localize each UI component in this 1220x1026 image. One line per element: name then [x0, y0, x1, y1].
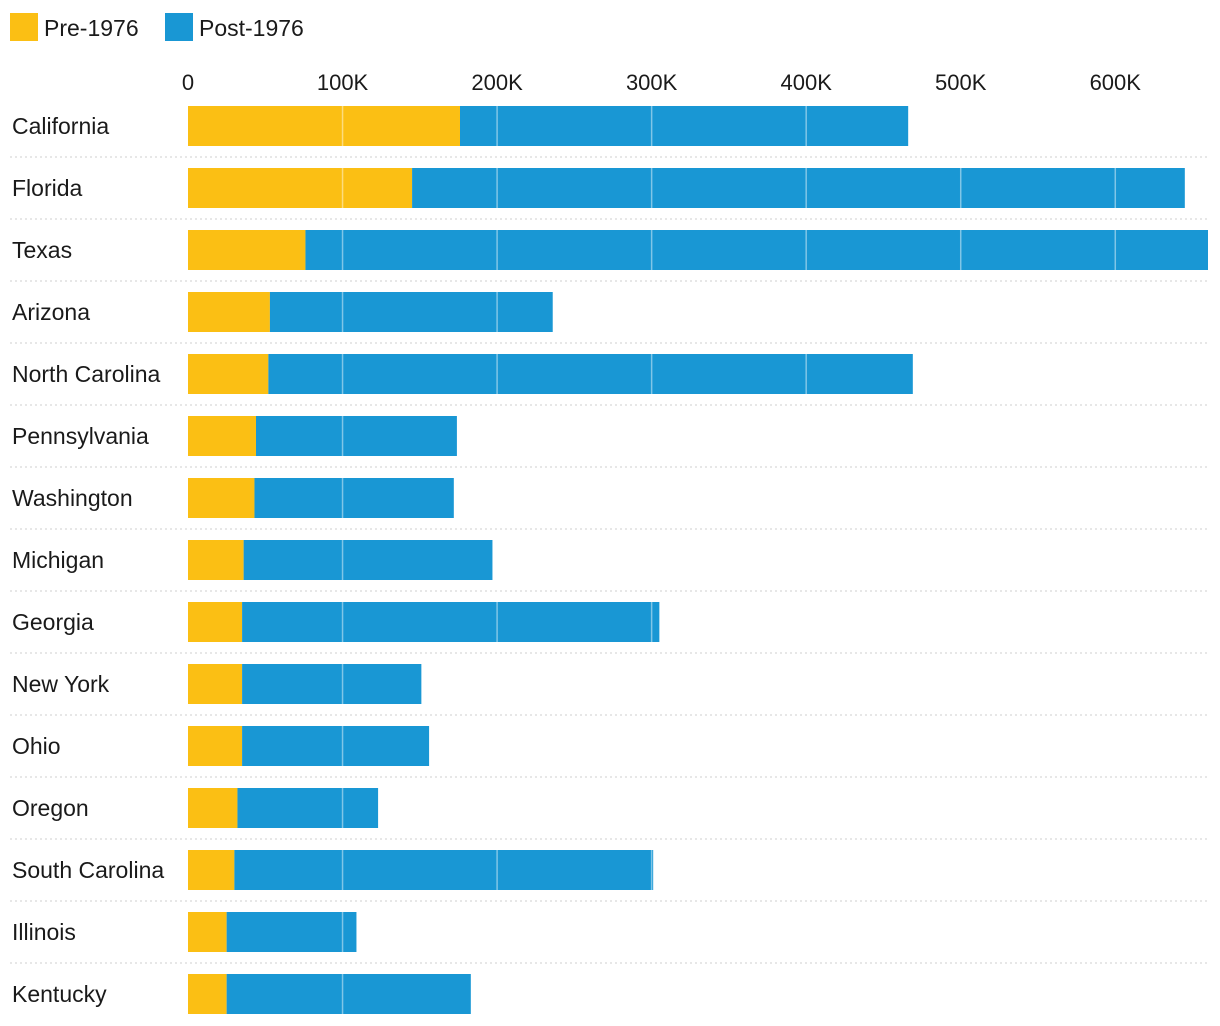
bar-segment-pre-1976[interactable] [188, 540, 244, 580]
bar-segment-post-1976[interactable] [234, 850, 654, 890]
category-label: Florida [12, 175, 83, 201]
category-label: Georgia [12, 609, 94, 635]
category-label: Illinois [12, 919, 76, 945]
category-label: Texas [12, 237, 72, 263]
category-label: Oregon [12, 795, 89, 821]
bar-segment-pre-1976[interactable] [188, 106, 460, 146]
bar-row-georgia[interactable]: Georgia [10, 602, 1208, 654]
x-tick-label: 100K [317, 70, 369, 95]
bar-row-illinois[interactable]: Illinois [10, 912, 1208, 964]
bar-row-arizona[interactable]: Arizona [10, 292, 1208, 344]
x-axis: 0 100K 200K 300K 400K 500K 600K [182, 70, 1141, 95]
x-tick-label: 200K [471, 70, 523, 95]
bar-segment-post-1976[interactable] [269, 292, 553, 332]
bar-segment-post-1976[interactable] [268, 354, 913, 394]
bar-segment-post-1976[interactable] [237, 788, 379, 828]
bar-segment-pre-1976[interactable] [188, 602, 243, 642]
category-label: Arizona [12, 299, 90, 325]
bar-segment-pre-1976[interactable] [188, 416, 256, 456]
bar-segment-pre-1976[interactable] [188, 788, 238, 828]
category-label: Michigan [12, 547, 104, 573]
bar-segment-post-1976[interactable] [460, 106, 909, 146]
legend-item-pre-1976[interactable]: Pre-1976 [10, 13, 139, 41]
bar-segment-post-1976[interactable] [256, 416, 457, 456]
bar-segment-post-1976[interactable] [254, 478, 454, 518]
bar-segment-pre-1976[interactable] [188, 168, 413, 208]
legend-swatch [165, 13, 193, 41]
bar-segment-post-1976[interactable] [243, 540, 493, 580]
x-tick-label: 600K [1090, 70, 1142, 95]
bar-row-kentucky[interactable]: Kentucky [12, 974, 471, 1014]
x-tick-label: 500K [935, 70, 987, 95]
bar-row-north-carolina[interactable]: North Carolina [10, 354, 1208, 406]
bar-segment-post-1976[interactable] [226, 912, 357, 952]
bar-row-oregon[interactable]: Oregon [10, 788, 1208, 840]
legend-swatch [10, 13, 38, 41]
bar-row-michigan[interactable]: Michigan [10, 540, 1208, 592]
category-label: Ohio [12, 733, 61, 759]
x-tick-label: 300K [626, 70, 678, 95]
bar-segment-pre-1976[interactable] [188, 850, 235, 890]
category-label: South Carolina [12, 857, 164, 883]
bar-row-south-carolina[interactable]: South Carolina [10, 850, 1208, 902]
bar-segment-pre-1976[interactable] [188, 664, 243, 704]
x-tick-label: 0 [182, 70, 194, 95]
bar-segment-post-1976[interactable] [305, 230, 1208, 270]
bar-segment-pre-1976[interactable] [188, 478, 255, 518]
bar-segment-pre-1976[interactable] [188, 354, 269, 394]
bar-segment-post-1976[interactable] [242, 602, 660, 642]
category-label: New York [12, 671, 110, 697]
category-label: Pennsylvania [12, 423, 149, 449]
bar-segment-pre-1976[interactable] [188, 230, 306, 270]
bar-row-texas[interactable]: Texas [10, 230, 1208, 282]
bar-segment-pre-1976[interactable] [188, 726, 243, 766]
legend-item-post-1976[interactable]: Post-1976 [165, 13, 304, 41]
bar-segment-pre-1976[interactable] [188, 292, 270, 332]
bar-segment-pre-1976[interactable] [188, 974, 227, 1014]
category-label: Kentucky [12, 981, 107, 1007]
bar-row-washington[interactable]: Washington [10, 478, 1208, 530]
bar-row-ohio[interactable]: Ohio [10, 726, 1208, 778]
bar-segment-post-1976[interactable] [242, 664, 422, 704]
legend: Pre-1976 Post-1976 [10, 13, 304, 41]
category-label: California [12, 113, 109, 139]
legend-label: Pre-1976 [44, 15, 139, 41]
bar-segment-post-1976[interactable] [242, 726, 430, 766]
bar-segment-post-1976[interactable] [412, 168, 1185, 208]
bar-row-new-york[interactable]: New York [10, 664, 1208, 716]
bar-row-pennsylvania[interactable]: Pennsylvania [10, 416, 1208, 468]
category-label: North Carolina [12, 361, 160, 387]
category-label: Washington [12, 485, 133, 511]
bar-segment-pre-1976[interactable] [188, 912, 227, 952]
bar-segment-post-1976[interactable] [226, 974, 471, 1014]
bar-row-california[interactable]: California [10, 106, 1208, 158]
legend-label: Post-1976 [199, 15, 304, 41]
bar-rows: California Florida Texas Arizona North Carol… [10, 106, 1208, 1014]
bar-row-florida[interactable]: Florida [10, 168, 1208, 220]
x-tick-label: 400K [780, 70, 832, 95]
